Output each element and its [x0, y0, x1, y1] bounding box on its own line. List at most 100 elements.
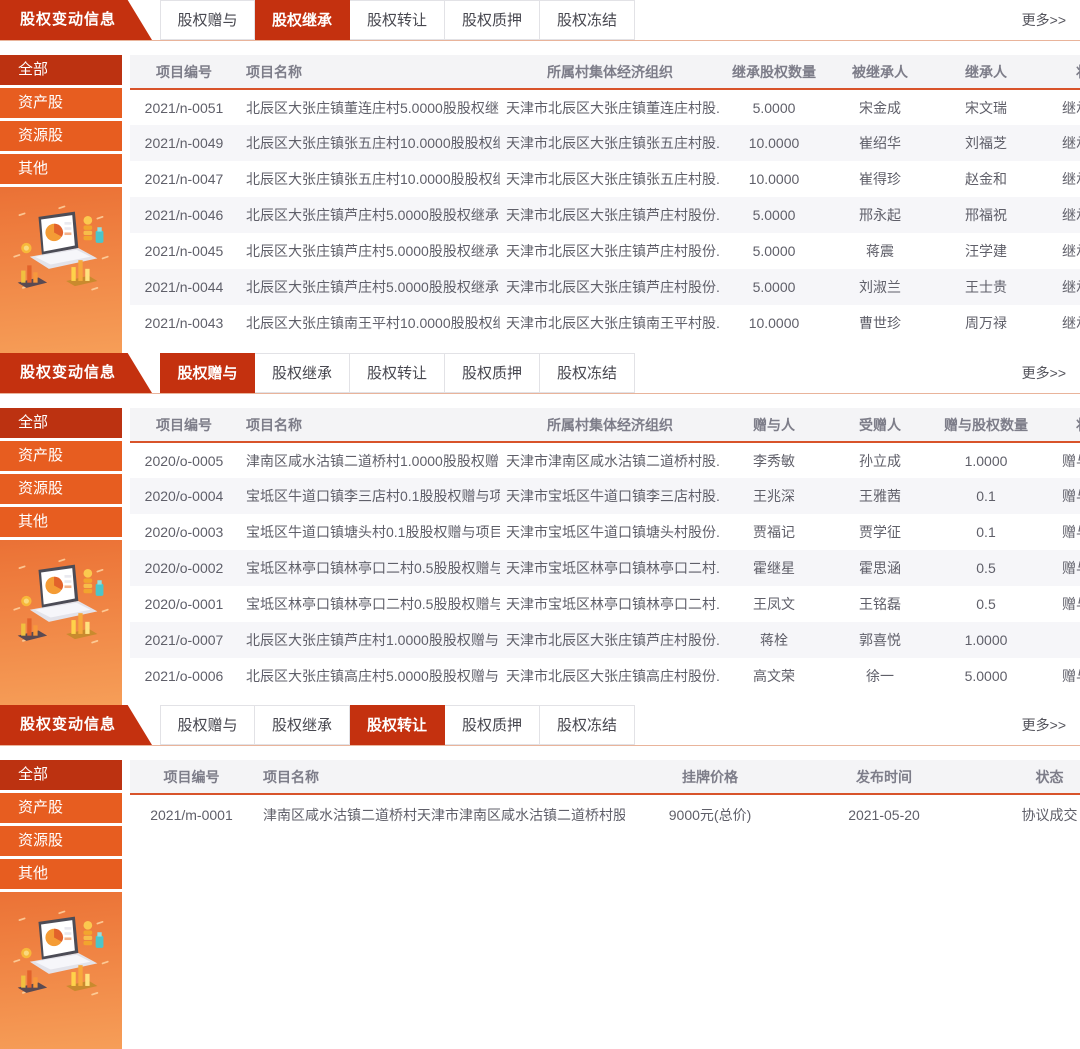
- section-header-strip: 股权变动信息 股权赠与 股权继承 股权转让 股权质押 股权冻结 更多>>: [0, 353, 1080, 394]
- sidebar-item-all[interactable]: 全部: [0, 760, 122, 793]
- tab-bar: 股权赠与 股权继承 股权转让 股权质押 股权冻结: [160, 0, 635, 40]
- table-row[interactable]: 2021/n-0045 北辰区大张庄镇芦庄村5.0000股股权继承... 天津市北辰…: [130, 233, 1080, 269]
- tab-transfer[interactable]: 股权转让: [350, 0, 445, 40]
- sidebar-item-asset-shares[interactable]: 资产股: [0, 88, 122, 121]
- table-row[interactable]: 2021/o-0007 北辰区大张庄镇芦庄村1.0000股股权赠与... 天津市北辰…: [130, 622, 1080, 658]
- table-cell: 2020/o-0003: [144, 524, 224, 540]
- laptop-analytics-illustration: [13, 558, 109, 644]
- table-cell: 赠与完成: [1062, 452, 1080, 469]
- table-cell: 北辰区大张庄镇张五庄村10.0000股股权继...: [246, 171, 500, 187]
- table-cell: 天津市北辰区大张庄镇芦庄村股份...: [506, 632, 720, 648]
- tab-pledge[interactable]: 股权质押: [445, 353, 540, 393]
- table-cell: 赠与完成: [1062, 560, 1080, 576]
- table-cell: 协议成交: [1021, 806, 1078, 823]
- tab-freeze[interactable]: 股权冻结: [540, 353, 635, 393]
- column-header: 项目编号: [156, 416, 212, 433]
- table-cell: 0.1: [976, 524, 996, 540]
- laptop-icon: [29, 564, 98, 622]
- sidebar-item-other[interactable]: 其他: [0, 154, 122, 187]
- sidebar-item-all[interactable]: 全部: [0, 408, 122, 441]
- sidebar-illustration: [9, 908, 113, 1010]
- table-row[interactable]: 2021/n-0047 北辰区大张庄镇张五庄村10.0000股股权继... 天津市北…: [130, 161, 1080, 197]
- table-cell: 刘福芝: [965, 135, 1007, 151]
- sidebar-item-asset-shares[interactable]: 资产股: [0, 793, 122, 826]
- table-cell: 赵金和: [965, 171, 1007, 187]
- inheritance-table: 项目编号 项目名称 所属村集体经济组织 继承股权数量 被继承人 继承人 状态 2021/n-…: [130, 55, 1080, 341]
- table-row[interactable]: 2020/o-0003 宝坻区牛道口镇塘头村0.1股股权赠与项目 天津市宝坻区牛道口…: [130, 514, 1080, 550]
- laptop-icon: [29, 211, 98, 269]
- table-cell: 2021/o-0007: [144, 632, 224, 648]
- table-cell: [1040, 622, 1080, 658]
- tab-transfer[interactable]: 股权转让: [350, 705, 445, 745]
- table-row[interactable]: 2021/m-0001 津南区咸水沽镇二道桥村天津市津南区咸水沽镇二道桥村股份经.…: [130, 794, 1080, 834]
- tab-inherit[interactable]: 股权继承: [255, 353, 350, 393]
- table-cell: 天津市北辰区大张庄镇张五庄村股...: [506, 171, 720, 187]
- bar-chart-icon: [17, 965, 98, 993]
- table-cell: 天津市宝坻区牛道口镇李三店村股...: [506, 488, 720, 504]
- tab-pledge[interactable]: 股权质押: [445, 0, 540, 40]
- table-cell: 继承完成: [1062, 99, 1080, 116]
- table-row[interactable]: 2021/n-0043 北辰区大张庄镇南王平村10.0000股股权继... 天津市北…: [130, 305, 1080, 341]
- tab-freeze[interactable]: 股权冻结: [540, 705, 635, 745]
- table-row[interactable]: 2020/o-0001 宝坻区林亭口镇林亭口二村0.5股股权赠与... 天津市宝坻区…: [130, 586, 1080, 622]
- table-cell: 2021/n-0049: [144, 135, 224, 151]
- panel-title: 股权变动信息: [20, 364, 117, 381]
- more-link[interactable]: 更多>>: [1021, 717, 1066, 733]
- table-row[interactable]: 2021/n-0051 北辰区大张庄镇董连庄村5.0000股股权继... 天津市北辰…: [130, 89, 1080, 125]
- table-cell: 天津市津南区咸水沽镇二道桥村股...: [506, 452, 720, 469]
- table-row[interactable]: 2021/o-0006 北辰区大张庄镇高庄村5.0000股股权赠与... 天津市北辰…: [130, 658, 1080, 694]
- table-cell: 10.0000: [748, 315, 800, 331]
- table-cell: 2020/o-0005: [144, 452, 224, 469]
- table-row[interactable]: 2021/n-0049 北辰区大张庄镇张五庄村10.0000股股权继... 天津市北…: [130, 125, 1080, 161]
- table-cell: 贾福记: [753, 524, 795, 540]
- tab-gift[interactable]: 股权赠与: [160, 0, 255, 40]
- sidebar-item-resource-shares[interactable]: 资源股: [0, 121, 122, 154]
- table-cell: 北辰区大张庄镇芦庄村1.0000股股权赠与...: [246, 632, 500, 648]
- tab-freeze[interactable]: 股权冻结: [540, 0, 635, 40]
- table-cell: 宝坻区牛道口镇塘头村0.1股股权赠与项目: [246, 524, 500, 540]
- table-cell: 天津市北辰区大张庄镇张五庄村股...: [506, 135, 720, 151]
- table-cell: 宋文瑞: [965, 99, 1007, 116]
- table-cell: 2021-05-20: [848, 806, 920, 823]
- sidebar-item-asset-shares[interactable]: 资产股: [0, 441, 122, 474]
- table-cell: 高文荣: [753, 668, 795, 684]
- table-cell: 天津市北辰区大张庄镇南王平村股...: [506, 315, 720, 331]
- tab-gift[interactable]: 股权赠与: [160, 353, 255, 393]
- sidebar-item-resource-shares[interactable]: 资源股: [0, 474, 122, 507]
- coin-stack-icon: [83, 920, 93, 946]
- panel-title-banner: 股权变动信息: [0, 705, 152, 745]
- tab-gift[interactable]: 股权赠与: [160, 705, 255, 745]
- table-cell: 2021/n-0045: [144, 243, 224, 259]
- table-cell: 天津市北辰区大张庄镇董连庄村股...: [506, 99, 720, 116]
- table-cell: 天津市北辰区大张庄镇芦庄村股份...: [506, 243, 720, 259]
- table-row[interactable]: 2020/o-0002 宝坻区林亭口镇林亭口二村0.5股股权赠与... 天津市宝坻区…: [130, 550, 1080, 586]
- table-cell: 王兆深: [753, 488, 795, 504]
- column-header: 挂牌价格: [682, 768, 738, 785]
- tab-transfer[interactable]: 股权转让: [350, 353, 445, 393]
- tab-inherit[interactable]: 股权继承: [255, 705, 350, 745]
- column-header: 项目名称: [246, 416, 302, 433]
- table-header-row: 项目编号 项目名称 挂牌价格 发布时间 状态: [130, 760, 1080, 794]
- table-row[interactable]: 2021/n-0046 北辰区大张庄镇芦庄村5.0000股股权继承... 天津市北辰…: [130, 197, 1080, 233]
- column-header: 继承股权数量: [732, 63, 816, 80]
- table-row[interactable]: 2020/o-0004 宝坻区牛道口镇李三店村0.1股股权赠与项目 天津市宝坻区牛道…: [130, 478, 1080, 514]
- more-link[interactable]: 更多>>: [1021, 12, 1066, 28]
- tab-pledge[interactable]: 股权质押: [445, 705, 540, 745]
- table-cell: 继承完成: [1062, 135, 1080, 151]
- table-cell: 1.0000: [964, 632, 1008, 648]
- more-link[interactable]: 更多>>: [1021, 365, 1066, 381]
- laptop-analytics-illustration: [13, 205, 109, 291]
- category-sidebar: 全部 资产股 资源股 其他: [0, 408, 122, 705]
- table-cell: 北辰区大张庄镇董连庄村5.0000股股权继...: [246, 99, 500, 116]
- sidebar-item-other[interactable]: 其他: [0, 507, 122, 540]
- sidebar-item-resource-shares[interactable]: 资源股: [0, 826, 122, 859]
- tab-inherit[interactable]: 股权继承: [255, 0, 350, 40]
- sidebar-item-all[interactable]: 全部: [0, 55, 122, 88]
- table-cell: 2021/n-0047: [144, 171, 224, 187]
- sidebar-item-other[interactable]: 其他: [0, 859, 122, 892]
- inheritance-table-wrap: 项目编号 项目名称 所属村集体经济组织 继承股权数量 被继承人 继承人 状态 2021/n-…: [130, 55, 1080, 353]
- table-row[interactable]: 2020/o-0005 津南区咸水沽镇二道桥村1.0000股股权赠... 天津市津南…: [130, 442, 1080, 478]
- table-cell: 2021/n-0043: [144, 315, 224, 331]
- table-row[interactable]: 2021/n-0044 北辰区大张庄镇芦庄村5.0000股股权继承... 天津市北辰…: [130, 269, 1080, 305]
- section-equity-transfer: 股权变动信息 股权赠与 股权继承 股权转让 股权质押 股权冻结 更多>> 全部 资产股 资源…: [0, 705, 1080, 1049]
